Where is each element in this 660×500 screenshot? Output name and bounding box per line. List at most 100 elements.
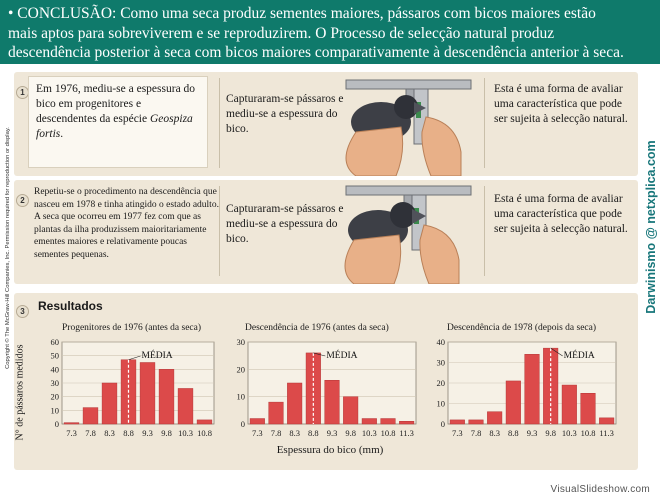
step-1-panel: 1 Em 1976, mediu-se a espessura do bico … [14,72,638,176]
y-tick-label: 0 [55,419,59,429]
x-tick-label: 7.8 [85,428,96,438]
x-tick-label: 10.3 [178,428,193,438]
x-tick-label: 11.3 [399,428,414,438]
mean-label: MÉDIA [142,349,173,361]
step-1-text-b: . [60,128,64,140]
chart-descendencia-1976: 0 10 20 30 7.3 7.8 8.3 8.8 9.3 9.8 10.3 10.8 11.3 MÉD… [237,337,417,438]
bar [561,384,577,425]
mean-leader [128,355,141,361]
y-tick-label: 50 [51,351,60,361]
step-1-caliper-illustration [345,79,472,176]
mean-label: MÉDIA [326,349,357,361]
bar [399,421,415,425]
x-tick-label: 7.8 [471,428,482,438]
y-tick-label: 20 [51,392,60,402]
step-1-text-a: Em 1976, mediu-se a espessura do bico em… [36,83,196,125]
step-1-divider-a [219,78,220,168]
x-tick-label: 7.3 [66,428,77,438]
bar [361,418,377,425]
x-tick-label: 8.8 [308,428,319,438]
x-tick-label: 8.3 [104,428,115,438]
step-2-caliper-illustration [344,185,472,284]
x-tick-label: 8.3 [289,428,300,438]
step-1-description-box [28,76,208,168]
chart-3-title: Descendência de 1978 (depois da seca) [447,323,597,333]
y-tick-label: 30 [51,378,60,388]
conclusion-banner: • CONCLUSÃO: Como uma seca produz sement… [0,0,660,64]
bar [580,393,596,425]
step-3-number: 3 [16,305,29,318]
watermark: Darwinismo @ netxplica.com [639,90,658,370]
bar [139,362,156,425]
x-tick-label: 8.8 [123,428,134,438]
x-tick-label: 7.3 [452,428,463,438]
step-2-note: Esta é uma forma de avaliar uma caracter… [494,193,628,235]
step-1-capture-text: Capturaram-se pássaros e mediu-se a espe… [226,93,344,135]
bird-head [390,202,416,228]
x-tick-label: 11.3 [599,428,614,438]
chart-progenitores-1976: 0 10 20 30 40 50 60 7.3 7.8 8.3 8.8 9.3 9.8 10.3 10.8 M… [51,337,215,438]
y-tick-label: 20 [237,364,246,374]
bar [177,388,194,425]
mean-label: MÉDIA [564,349,595,361]
step-1-description: Em 1976, mediu-se a espessura do bico em… [36,82,204,142]
bar [158,369,175,425]
x-tick-label: 9.3 [527,428,538,438]
step-1-divider-b [484,78,485,168]
y-tick-label: 60 [51,337,60,347]
x-tick-label: 10.8 [581,428,596,438]
species-name: Geospiza fortis [36,113,193,140]
chart-2-title: Descendência de 1976 (antes da seca) [245,323,389,333]
caliper-ruler [345,79,472,90]
x-tick-label: 10.3 [562,428,577,438]
left-hand [345,126,404,176]
x-tick-label: 9.3 [142,428,153,438]
y-tick-label: 0 [441,419,445,429]
y-tick-label: 20 [437,378,446,388]
bar [599,417,615,425]
conclusion-line-3: descendência posterior à seca com bicos … [8,44,624,61]
x-tick-label: 9.8 [345,428,356,438]
caliper-ruler [345,185,472,196]
bird-beak [414,102,426,114]
bar [343,396,359,425]
mean-leader [313,352,326,357]
step-2-divider-b [484,186,485,276]
y-tick-label: 10 [437,399,446,409]
y-tick-label: 40 [51,364,60,374]
bar [449,419,465,425]
x-tick-label: 10.8 [381,428,396,438]
x-tick-label: 10.3 [362,428,377,438]
bar [468,419,484,425]
left-hand [344,234,402,284]
step-2-panel: 2 Repetiu-se o procedimento na descendên… [14,180,638,284]
step-1-note: Esta é uma forma de avaliar uma caracter… [494,83,628,125]
y-tick-label: 30 [237,337,246,347]
conclusion-line-1: • CONCLUSÃO: Como uma seca produz sement… [8,5,596,22]
chart-descendencia-1978: 0 10 20 30 40 7.3 7.8 8.3 8.8 9.3 9.8 10.3 10.8 11.3 M… [437,337,617,438]
copyright-notice: Copyright © The McGraw-Hill Companies, I… [1,95,11,405]
bird-beak [412,209,426,224]
y-axis-label: N° de pássaros medidos [14,344,26,441]
bar [324,380,340,425]
x-tick-label: 9.3 [327,428,338,438]
step-2-description: Repetiu-se o procedimento na descendênci… [34,187,219,260]
bar [268,401,284,425]
bar [82,407,99,425]
footer-credit: VisualSlideshow.com [550,484,650,495]
bar [249,418,265,425]
copyright-text: Copyright © The McGraw-Hill Companies, I… [5,127,11,369]
step-2-divider-a [219,186,220,276]
x-axis-label: Espessura do bico (mm) [276,444,384,456]
bar [505,380,521,425]
conclusion-line-2: mais aptos para sobreviverem e se reprod… [8,24,555,42]
mean-leader [550,347,563,357]
x-tick-label: 10.8 [197,428,212,438]
right-hand [419,224,460,284]
y-tick-label: 40 [437,337,446,347]
x-tick-label: 7.3 [252,428,263,438]
bar [287,382,303,425]
bar [487,411,503,425]
step-2-number: 2 [16,194,29,207]
bar [524,354,540,425]
